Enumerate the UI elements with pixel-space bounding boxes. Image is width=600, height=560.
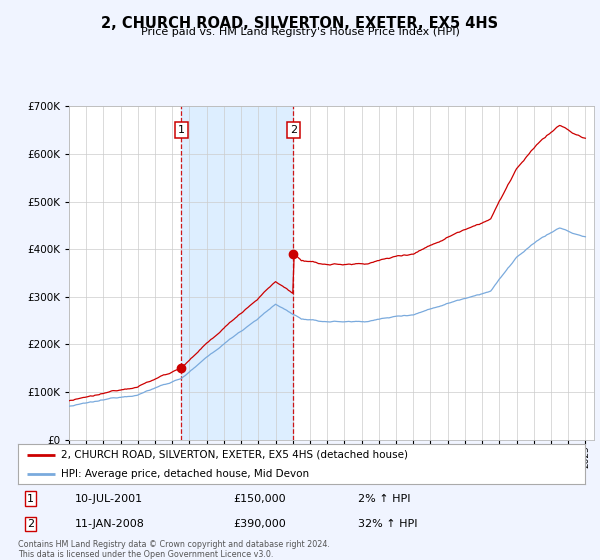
Text: 2: 2 [290,125,297,135]
Bar [181,106,293,440]
Text: HPI: Average price, detached house, Mid Devon: HPI: Average price, detached house, Mid … [61,469,308,478]
Text: 1: 1 [27,493,34,503]
Text: 2: 2 [27,519,34,529]
Text: Price paid vs. HM Land Registry's House Price Index (HPI): Price paid vs. HM Land Registry's House … [140,27,460,37]
Text: 1: 1 [178,125,185,135]
Text: Contains HM Land Registry data © Crown copyright and database right 2024.
This d: Contains HM Land Registry data © Crown c… [18,540,330,559]
Text: 2% ↑ HPI: 2% ↑ HPI [358,493,410,503]
Text: 10-JUL-2001: 10-JUL-2001 [75,493,143,503]
Text: 2, CHURCH ROAD, SILVERTON, EXETER, EX5 4HS (detached house): 2, CHURCH ROAD, SILVERTON, EXETER, EX5 4… [61,450,407,460]
Text: £390,000: £390,000 [233,519,286,529]
Text: £150,000: £150,000 [233,493,286,503]
Text: 32% ↑ HPI: 32% ↑ HPI [358,519,418,529]
Text: 2, CHURCH ROAD, SILVERTON, EXETER, EX5 4HS: 2, CHURCH ROAD, SILVERTON, EXETER, EX5 4… [101,16,499,31]
Text: 11-JAN-2008: 11-JAN-2008 [75,519,145,529]
